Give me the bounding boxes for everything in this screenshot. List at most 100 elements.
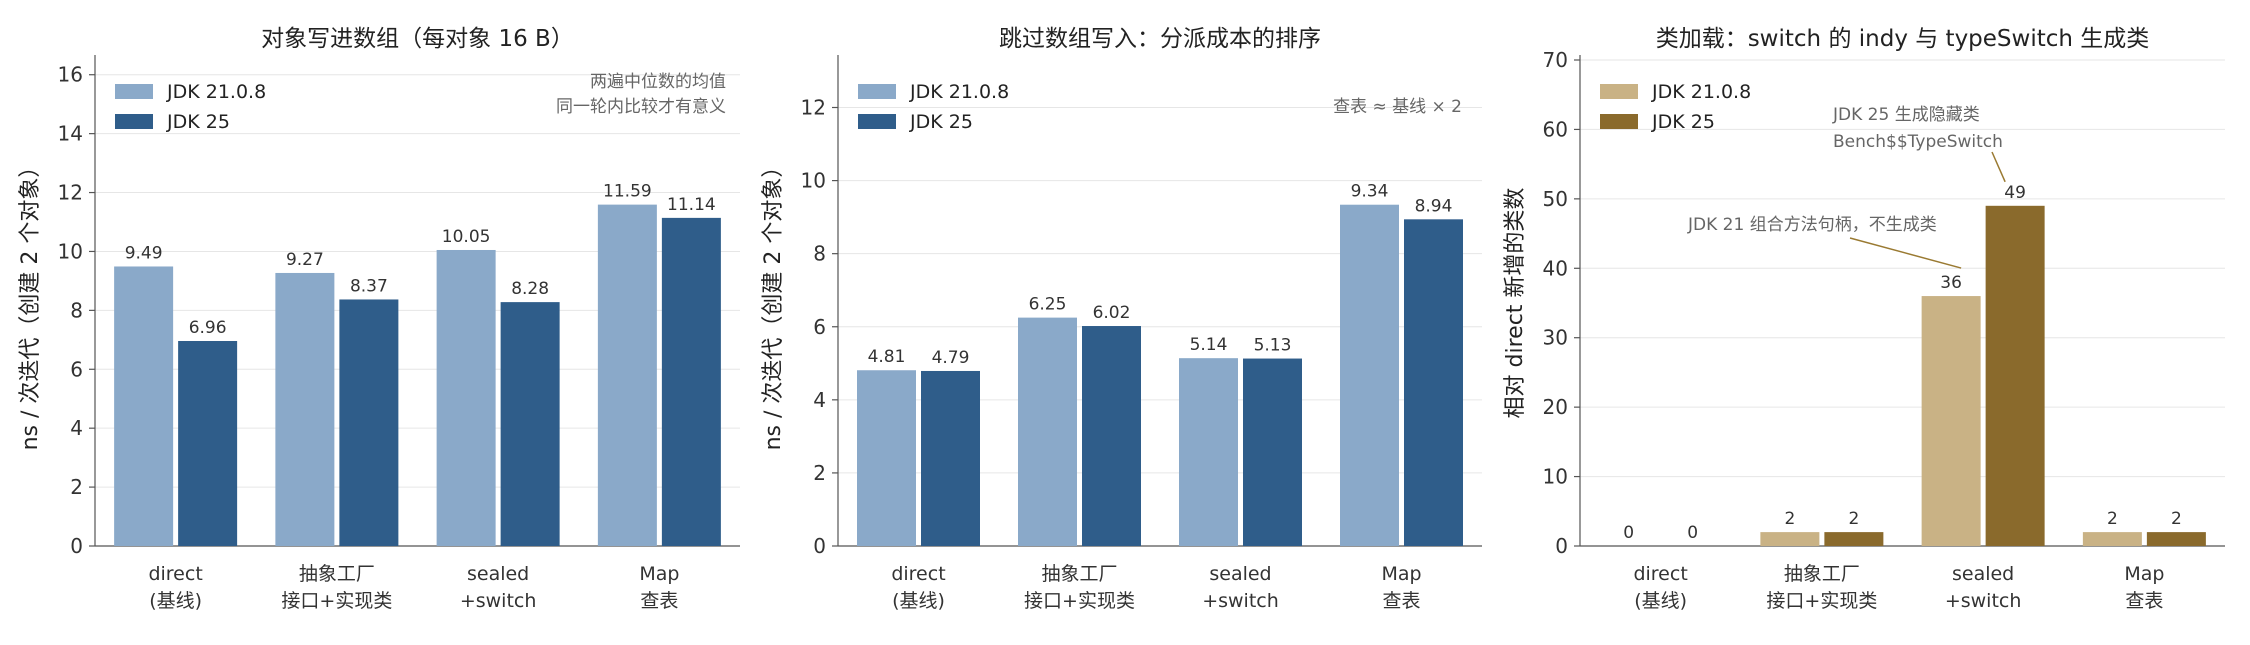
y-tick-label: 12 bbox=[801, 96, 826, 120]
bar-jdk21 bbox=[1340, 204, 1399, 546]
y-tick-label: 0 bbox=[1555, 534, 1568, 558]
bar-value-label: 4.81 bbox=[868, 347, 906, 367]
bar-value-label: 9.34 bbox=[1351, 182, 1389, 202]
annotation-leader bbox=[1991, 151, 2006, 183]
chart-title: 对象写进数组（每对象 16 B） bbox=[261, 26, 574, 52]
legend-swatch bbox=[115, 84, 153, 99]
bar-jdk21 bbox=[597, 204, 657, 546]
y-tick-label: 10 bbox=[801, 169, 826, 193]
bar-jdk21 bbox=[857, 370, 916, 546]
y-tick-label: 10 bbox=[58, 239, 83, 263]
y-tick-label: 30 bbox=[1543, 326, 1568, 350]
y-tick-label: 2 bbox=[813, 461, 826, 485]
bar-value-label: 6.25 bbox=[1029, 295, 1067, 315]
bar-value-label: 6.02 bbox=[1093, 303, 1131, 323]
x-tick-label: direct bbox=[148, 563, 202, 585]
x-tick-label: sealed bbox=[1209, 563, 1271, 585]
bar-jdk25 bbox=[1082, 326, 1141, 546]
bar-value-label: 8.37 bbox=[350, 276, 388, 296]
bar-value-label: 9.49 bbox=[125, 243, 163, 263]
x-tick-label: +switch bbox=[460, 590, 537, 612]
x-tick-label: 接口+实现类 bbox=[1766, 590, 1877, 612]
bar-value-label: 9.27 bbox=[286, 250, 324, 270]
bar-jdk21 bbox=[275, 272, 335, 546]
bar-value-label: 6.96 bbox=[189, 318, 227, 338]
bar-value-label: 49 bbox=[2004, 183, 2026, 203]
y-tick-label: 20 bbox=[1543, 395, 1568, 419]
y-tick-label: 4 bbox=[70, 416, 83, 440]
bar-value-label: 8.28 bbox=[511, 279, 549, 299]
y-tick-label: 6 bbox=[813, 315, 826, 339]
y-tick-label: 8 bbox=[813, 242, 826, 266]
legend-label: JDK 21.0.8 bbox=[166, 81, 266, 103]
x-tick-label: 查表 bbox=[2125, 590, 2163, 612]
legend-label: JDK 21.0.8 bbox=[1651, 81, 1751, 103]
annotation: JDK 25 生成隐藏类 bbox=[1832, 105, 1980, 125]
bar-value-label: 2 bbox=[2107, 509, 2118, 529]
bar-jdk25 bbox=[339, 299, 399, 546]
legend-label: JDK 25 bbox=[1651, 111, 1715, 133]
x-tick-label: (基线) bbox=[892, 590, 945, 612]
bar-jdk25 bbox=[1985, 205, 2045, 547]
y-tick-label: 2 bbox=[70, 475, 83, 499]
bar-jdk25 bbox=[661, 217, 721, 547]
y-tick-label: 14 bbox=[58, 122, 83, 146]
chart-panel-2: 跳过数组写入：分派成本的排序 0 2 4 6 8 10 12 ns / 次迭代（创建 2 个对象… bbox=[761, 26, 1482, 612]
bar-jdk25 bbox=[500, 302, 560, 546]
annotation: 两遍中位数的均值 bbox=[590, 72, 726, 92]
x-tick-label: direct bbox=[1633, 563, 1687, 585]
x-tick-label: 接口+实现类 bbox=[1024, 590, 1135, 612]
chart-title: 跳过数组写入：分派成本的排序 bbox=[999, 26, 1321, 52]
y-tick-label: 16 bbox=[58, 63, 83, 87]
y-tick-label: 0 bbox=[813, 534, 826, 558]
bar-jdk25 bbox=[178, 340, 238, 546]
y-tick-label: 0 bbox=[70, 534, 83, 558]
y-tick-label: 6 bbox=[70, 357, 83, 381]
legend-swatch bbox=[858, 84, 896, 99]
bar-value-label: 10.05 bbox=[442, 227, 491, 247]
bar-jdk25 bbox=[1243, 358, 1302, 546]
y-axis-label: 相对 direct 新增的类数 bbox=[1503, 188, 1528, 419]
y-tick-label: 8 bbox=[70, 298, 83, 322]
bar-value-label: 36 bbox=[1940, 273, 1962, 293]
bar-jdk21 bbox=[2082, 532, 2142, 546]
y-tick-label: 70 bbox=[1543, 48, 1568, 72]
legend-swatch bbox=[1600, 84, 1638, 99]
y-tick-label: 12 bbox=[58, 181, 83, 205]
annotation: 同一轮内比较才有意义 bbox=[556, 97, 726, 117]
bar-jdk21 bbox=[1760, 532, 1820, 546]
x-tick-label: Map bbox=[1381, 563, 1421, 585]
annotation: Bench$$TypeSwitch bbox=[1833, 132, 2003, 152]
x-tick-label: Map bbox=[2124, 563, 2164, 585]
chart-panel-1: 对象写进数组（每对象 16 B） 0 2 4 6 8 10 12 14 16 ns / 次迭代（创建… bbox=[18, 26, 740, 612]
bar-value-label: 5.13 bbox=[1254, 336, 1292, 356]
bar-value-label: 0 bbox=[1687, 523, 1698, 543]
x-tick-label: Map bbox=[639, 563, 679, 585]
legend-swatch bbox=[1600, 114, 1638, 129]
bar-value-label: 11.14 bbox=[667, 195, 716, 215]
x-tick-label: 抽象工厂 bbox=[1784, 563, 1860, 585]
legend-label: JDK 25 bbox=[909, 111, 973, 133]
legend-swatch bbox=[115, 114, 153, 129]
bar-value-label: 4.79 bbox=[932, 348, 970, 368]
x-tick-label: 抽象工厂 bbox=[1041, 563, 1117, 585]
bar-value-label: 2 bbox=[1784, 509, 1795, 529]
bar-jdk25 bbox=[921, 370, 980, 546]
x-tick-label: 接口+实现类 bbox=[281, 590, 392, 612]
bar-jdk25 bbox=[1404, 219, 1463, 546]
bar-value-label: 5.14 bbox=[1190, 335, 1228, 355]
bar-value-label: 11.59 bbox=[603, 182, 652, 202]
bar-value-label: 8.94 bbox=[1415, 196, 1453, 216]
legend-label: JDK 21.0.8 bbox=[909, 81, 1009, 103]
bar-jdk21 bbox=[114, 266, 174, 546]
y-tick-label: 10 bbox=[1543, 465, 1568, 489]
bar-jdk25 bbox=[2146, 532, 2206, 546]
x-tick-label: +switch bbox=[1202, 590, 1279, 612]
bar-value-label: 0 bbox=[1623, 523, 1634, 543]
bar-jdk21 bbox=[436, 249, 496, 546]
x-tick-label: +switch bbox=[1945, 590, 2022, 612]
annotation: JDK 21 组合方法句柄，不生成类 bbox=[1687, 215, 1937, 235]
y-axis-label: ns / 次迭代（创建 2 个对象） bbox=[18, 156, 43, 451]
y-axis-label: ns / 次迭代（创建 2 个对象） bbox=[761, 156, 786, 451]
y-tick-label: 40 bbox=[1543, 256, 1568, 280]
